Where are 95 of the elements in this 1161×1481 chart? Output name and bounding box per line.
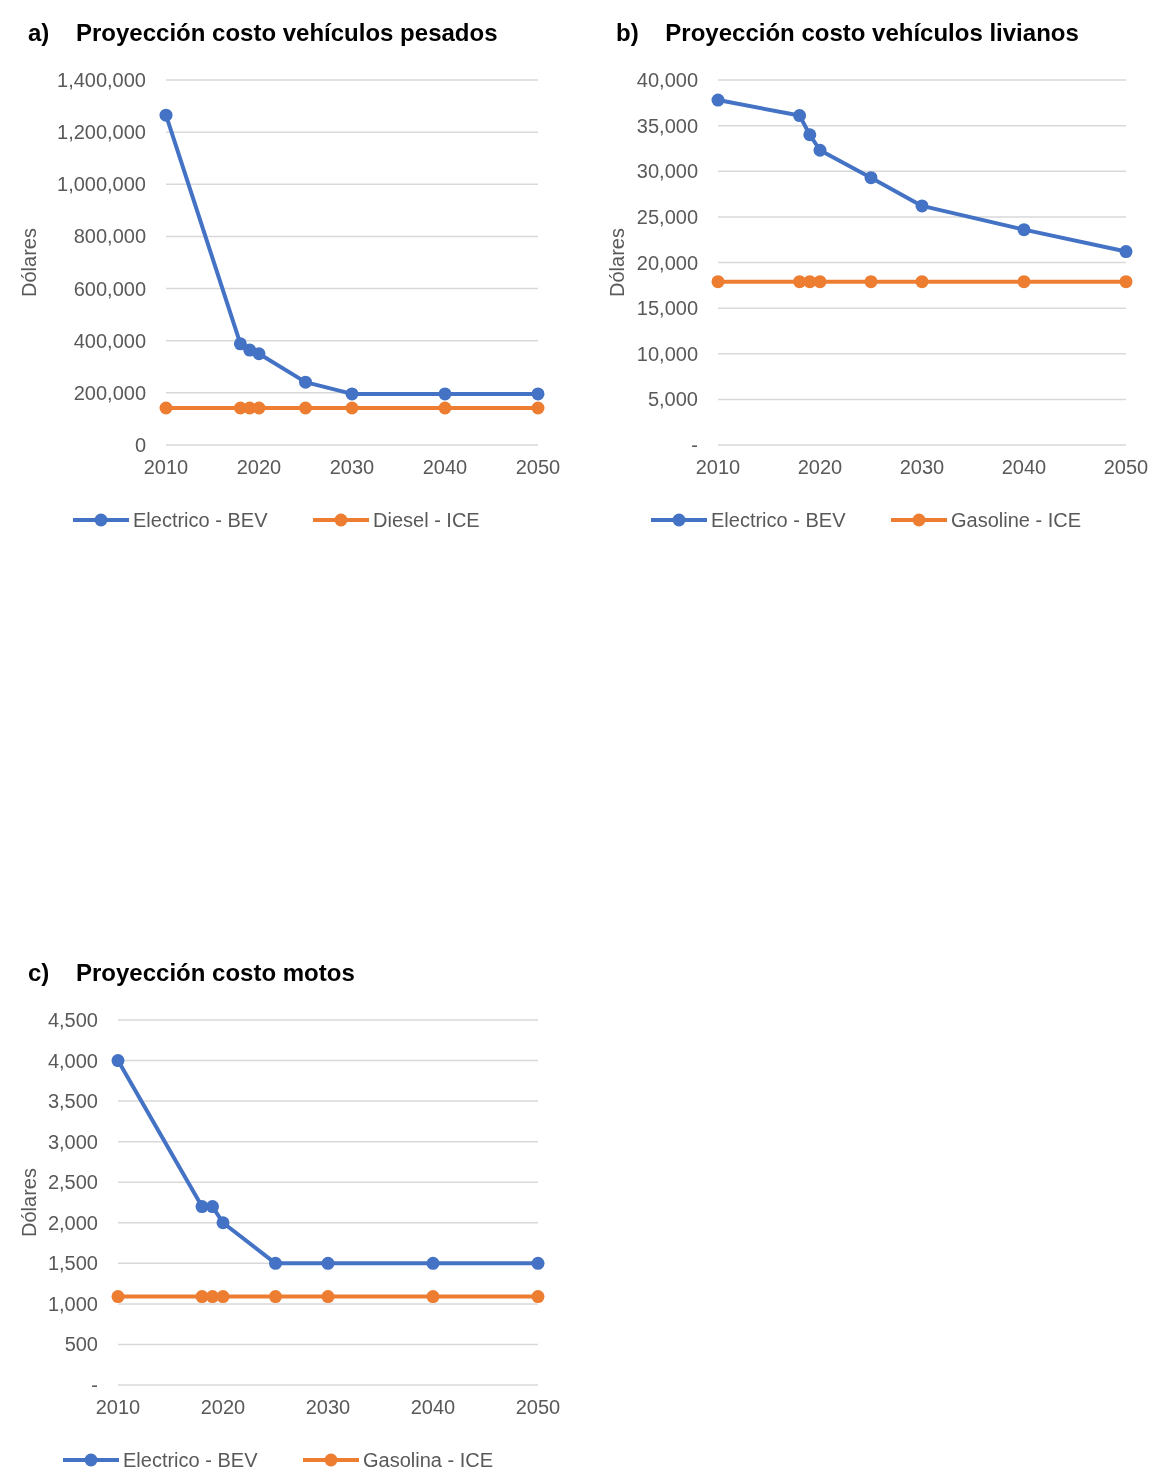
y-tick-label: 10,000 — [636, 342, 698, 365]
x-tick-label: 2020 — [236, 456, 282, 478]
y-tick-label: 5,000 — [647, 388, 698, 411]
x-tick-label: 2040 — [410, 1396, 456, 1418]
y-axis-title: Dólares — [606, 228, 628, 297]
legend-label: Gasolina - ICE — [363, 1449, 494, 1471]
point — [531, 387, 545, 401]
y-axis-title: Dólares — [18, 228, 40, 297]
x-tick-label: 2030 — [329, 456, 375, 478]
point — [426, 1256, 440, 1270]
point — [711, 93, 725, 107]
point — [321, 1290, 335, 1304]
point — [531, 1256, 545, 1270]
legend-label: Diesel - ICE — [373, 509, 480, 531]
y-tick-label: 1,200,000 — [57, 121, 146, 144]
y-tick-label: - — [91, 1374, 98, 1396]
point — [803, 128, 817, 142]
point — [864, 171, 878, 185]
point — [1119, 245, 1133, 259]
point — [531, 1290, 545, 1304]
legend-label: Electrico - BEV — [711, 509, 847, 531]
y-tick-label: 30,000 — [636, 160, 698, 183]
y-tick-label: 600,000 — [73, 277, 146, 300]
y-tick-label: 2,500 — [47, 1171, 98, 1194]
y-tick-label: 1,500 — [47, 1252, 98, 1275]
x-tick-label: 2050 — [515, 1396, 561, 1418]
point — [1017, 223, 1031, 237]
point — [299, 401, 312, 415]
point — [426, 1290, 440, 1304]
chart-title: c) Proyección costo motos — [28, 959, 355, 986]
y-tick-label: 1,400,000 — [57, 69, 146, 91]
x-tick-label: 2020 — [200, 1396, 246, 1418]
chart-title: a) Proyección costo vehículos pesados — [28, 19, 498, 46]
point — [299, 375, 312, 389]
x-tick-label: 2050 — [1103, 456, 1149, 478]
point — [111, 1290, 125, 1304]
point — [233, 337, 247, 351]
y-tick-label: 200,000 — [73, 381, 146, 404]
y-tick-label: 3,000 — [47, 1130, 98, 1153]
point — [711, 275, 725, 289]
point — [915, 275, 929, 289]
point — [531, 401, 545, 415]
point — [915, 199, 929, 213]
y-tick-label: 20,000 — [636, 251, 698, 274]
y-tick-label: 4,500 — [47, 1009, 98, 1031]
y-tick-label: 800,000 — [73, 225, 146, 248]
x-tick-label: 2030 — [899, 456, 945, 478]
x-tick-label: 2040 — [1001, 456, 1047, 478]
x-tick-label: 2010 — [143, 456, 189, 478]
y-tick-label: 3,500 — [47, 1090, 98, 1113]
point — [438, 401, 452, 415]
y-tick-label: 40,000 — [636, 69, 698, 91]
point — [159, 401, 173, 415]
x-tick-label: 2050 — [515, 456, 561, 478]
x-tick-label: 2010 — [95, 1396, 141, 1418]
point — [206, 1290, 219, 1304]
point — [252, 347, 266, 361]
point — [269, 1256, 282, 1270]
y-tick-label: 35,000 — [636, 114, 698, 137]
x-tick-label: 2020 — [797, 456, 843, 478]
point — [1119, 275, 1133, 289]
point — [438, 387, 452, 401]
y-tick-label: 1,000,000 — [57, 173, 146, 196]
y-axis-title: Dólares — [18, 1168, 40, 1237]
legend-label: Electrico - BEV — [123, 1449, 259, 1471]
y-tick-label: 25,000 — [636, 205, 698, 228]
point — [345, 387, 359, 401]
point — [813, 143, 827, 157]
y-tick-label: 15,000 — [636, 297, 698, 320]
y-tick-label: - — [691, 434, 698, 456]
point — [216, 1290, 230, 1304]
chart-title: b) Proyección costo vehículos livianos — [616, 19, 1079, 46]
legend-label: Electrico - BEV — [133, 509, 269, 531]
point — [793, 109, 807, 123]
point — [1017, 275, 1031, 289]
y-tick-label: 0 — [134, 434, 146, 456]
point — [111, 1054, 125, 1068]
x-tick-label: 2030 — [305, 1396, 351, 1418]
y-tick-label: 1,000 — [47, 1292, 98, 1315]
y-tick-label: 400,000 — [73, 329, 146, 352]
point — [159, 108, 173, 122]
point — [864, 275, 878, 289]
x-tick-label: 2010 — [695, 456, 741, 478]
point — [321, 1256, 335, 1270]
point — [216, 1216, 230, 1230]
y-tick-label: 4,000 — [47, 1049, 98, 1072]
legend-label: Gasoline - ICE — [951, 509, 1082, 531]
y-tick-label: 2,000 — [47, 1211, 98, 1234]
point — [813, 275, 827, 289]
point — [345, 401, 359, 415]
point — [269, 1290, 282, 1304]
point — [252, 401, 266, 415]
point — [206, 1200, 219, 1214]
x-tick-label: 2040 — [422, 456, 468, 478]
y-tick-label: 500 — [64, 1333, 98, 1356]
